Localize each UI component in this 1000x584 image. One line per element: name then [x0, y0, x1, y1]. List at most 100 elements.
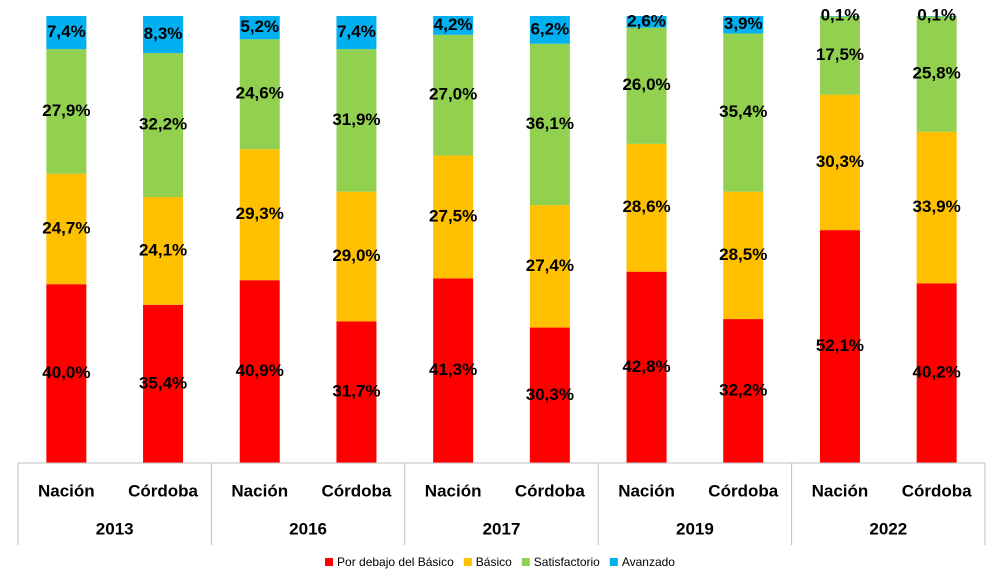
legend-swatch [325, 558, 334, 566]
bar-segment [529, 43, 570, 206]
data-label: 35,4% [139, 373, 187, 392]
x-tick-label: Córdoba [128, 481, 198, 500]
bar-segment [433, 278, 474, 463]
data-label: 41,3% [429, 360, 477, 379]
bar-segment [626, 16, 667, 28]
data-label: 40,0% [42, 363, 90, 382]
bar-segment [46, 173, 87, 285]
bar-segment [336, 49, 377, 192]
bar-segment [626, 143, 667, 272]
data-label: 26,0% [622, 75, 670, 94]
bar-segment [916, 16, 957, 132]
data-label: 40,9% [236, 361, 284, 380]
data-label: 27,0% [429, 85, 477, 104]
bar-segment [433, 155, 474, 279]
bar-segment [723, 191, 764, 320]
data-label: 30,3% [816, 152, 864, 171]
bar-segment [46, 284, 87, 463]
data-label: 24,1% [139, 240, 187, 259]
group-label: 2017 [483, 519, 521, 538]
legend-swatch [463, 558, 472, 566]
data-label: 40,2% [913, 363, 961, 382]
data-label: 33,9% [913, 197, 961, 216]
data-label: 0,1% [821, 6, 860, 25]
bar-segment [336, 16, 377, 50]
bar-segment [239, 280, 280, 463]
bar-segment [529, 205, 570, 328]
data-label: 5,2% [240, 17, 279, 36]
data-label: 36,1% [526, 114, 574, 133]
data-label: 27,9% [42, 101, 90, 120]
x-tick-label: Nación [231, 481, 288, 500]
data-label: 32,2% [719, 381, 767, 400]
data-label: 7,4% [47, 22, 86, 41]
bar-segment [143, 197, 184, 305]
bar-segment [336, 321, 377, 463]
bar-segment [239, 16, 280, 40]
data-label: 27,4% [526, 256, 574, 275]
data-label: 31,9% [332, 110, 380, 129]
bar-segment [143, 304, 184, 463]
data-label: 4,2% [434, 15, 473, 34]
bar-segment [529, 16, 570, 44]
data-label: 42,8% [622, 357, 670, 376]
bar-segment [723, 319, 764, 463]
bar-segment [819, 16, 860, 95]
data-label: 30,3% [526, 385, 574, 404]
bar-segment [46, 49, 87, 174]
legend-label: Satisfactorio [534, 555, 600, 569]
x-tick-label: Córdoba [322, 481, 392, 500]
data-label: 6,2% [530, 19, 569, 38]
bar-segment [529, 327, 570, 463]
bar-segment [239, 149, 280, 281]
bar-segment [916, 283, 957, 463]
data-label: 35,4% [719, 102, 767, 121]
x-tick-label: Córdoba [902, 481, 972, 500]
data-label: 25,8% [913, 64, 961, 83]
x-tick-label: Córdoba [515, 481, 585, 500]
x-tick-label: Córdoba [708, 481, 778, 500]
data-label: 8,3% [144, 24, 183, 43]
data-label: 32,2% [139, 115, 187, 134]
bar-segment [143, 53, 184, 198]
legend-label: Avanzado [622, 555, 675, 569]
legend-label: Básico [476, 555, 512, 569]
data-label: 0,1% [917, 6, 956, 25]
data-label: 52,1% [816, 336, 864, 355]
bar-segment [723, 33, 764, 192]
bar-segment [723, 16, 764, 34]
group-label: 2022 [869, 519, 907, 538]
group-label: 2013 [96, 519, 134, 538]
data-label: 29,0% [332, 246, 380, 265]
data-label: 28,6% [622, 197, 670, 216]
bar-segment [433, 16, 474, 35]
data-label: 31,7% [332, 382, 380, 401]
data-label: 17,5% [816, 45, 864, 64]
x-tick-label: Nación [38, 481, 95, 500]
data-label: 24,6% [236, 84, 284, 103]
data-label: 29,3% [236, 204, 284, 223]
bar-segment [46, 16, 87, 50]
group-label: 2016 [289, 519, 327, 538]
data-label: 3,9% [724, 14, 763, 33]
group-label: 2019 [676, 519, 714, 538]
data-label: 24,7% [42, 218, 90, 237]
bar-segment [239, 39, 280, 150]
bar-segment [916, 131, 957, 284]
data-label: 2,6% [627, 11, 666, 30]
data-label: 27,5% [429, 206, 477, 225]
bar-segment [336, 191, 377, 322]
bar-segment [143, 16, 184, 54]
legend-swatch [609, 558, 618, 566]
bar-segment [626, 271, 667, 463]
bar-segment [626, 27, 667, 144]
legend-label: Por debajo del Básico [337, 555, 454, 569]
bar-segment [433, 34, 474, 156]
bar-segment [819, 230, 860, 463]
legend-swatch [521, 558, 530, 566]
x-tick-label: Nación [618, 481, 675, 500]
bar-segment [819, 94, 860, 231]
x-tick-label: Nación [425, 481, 482, 500]
data-label: 28,5% [719, 245, 767, 264]
